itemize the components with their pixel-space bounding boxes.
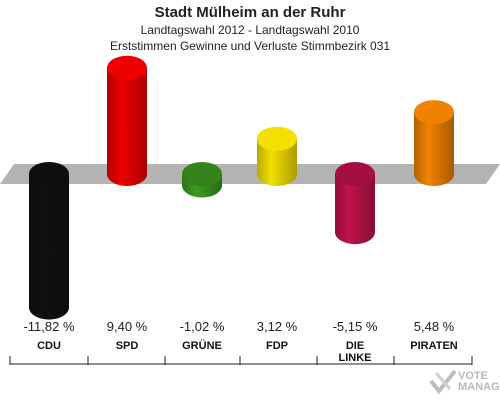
category-label-1: SPD (116, 340, 139, 352)
category-label-4-line-0: DIE (346, 340, 364, 352)
value-label-4: -5,15 % (333, 319, 378, 334)
category-label-4-line-1: LINKE (339, 352, 372, 364)
category-label-2: GRÜNE (182, 339, 222, 352)
bar-3-bottom-cap (257, 162, 297, 186)
checkmark-icon (429, 369, 457, 395)
category-label-0: CDU (37, 340, 61, 352)
watermark-line-2: MANAGER (458, 381, 500, 393)
bar-5-top-cap (414, 100, 454, 125)
bar-0-bottom-cap (29, 295, 69, 320)
value-label-0: -11,82 % (23, 319, 75, 334)
value-label-5: 5,48 % (414, 319, 455, 334)
bar-1-body (107, 67, 147, 174)
chart-subtitle: Landtagswahl 2012 - Landtagswahl 2010 (140, 23, 360, 37)
category-label-5: PIRATEN (410, 340, 458, 352)
category-label-3: FDP (266, 340, 288, 352)
bar-0-top-cap (29, 162, 69, 186)
value-label-3: 3,12 % (257, 319, 298, 334)
watermark-line-1: VOTE (458, 370, 488, 382)
chart-subtitle-2: Erststimmen Gewinne und Verluste Stimmbe… (109, 39, 391, 53)
bar-1-top-cap (107, 55, 147, 80)
value-label-2: -1,02 % (180, 319, 225, 334)
bar-4-bottom-cap (335, 220, 375, 245)
vote-manager-logo: VOTE MANAGER (428, 367, 500, 397)
bar-4-top-cap (335, 162, 375, 186)
bar-3-top-cap (257, 126, 297, 151)
bar-0-body (29, 174, 69, 308)
bar-2-top-cap (182, 162, 222, 186)
chart-title: Stadt Mülheim an der Ruhr (154, 4, 346, 21)
bar-5-bottom-cap (414, 162, 454, 186)
value-label-1: 9,40 % (107, 319, 148, 334)
bar-1-bottom-cap (107, 162, 147, 186)
